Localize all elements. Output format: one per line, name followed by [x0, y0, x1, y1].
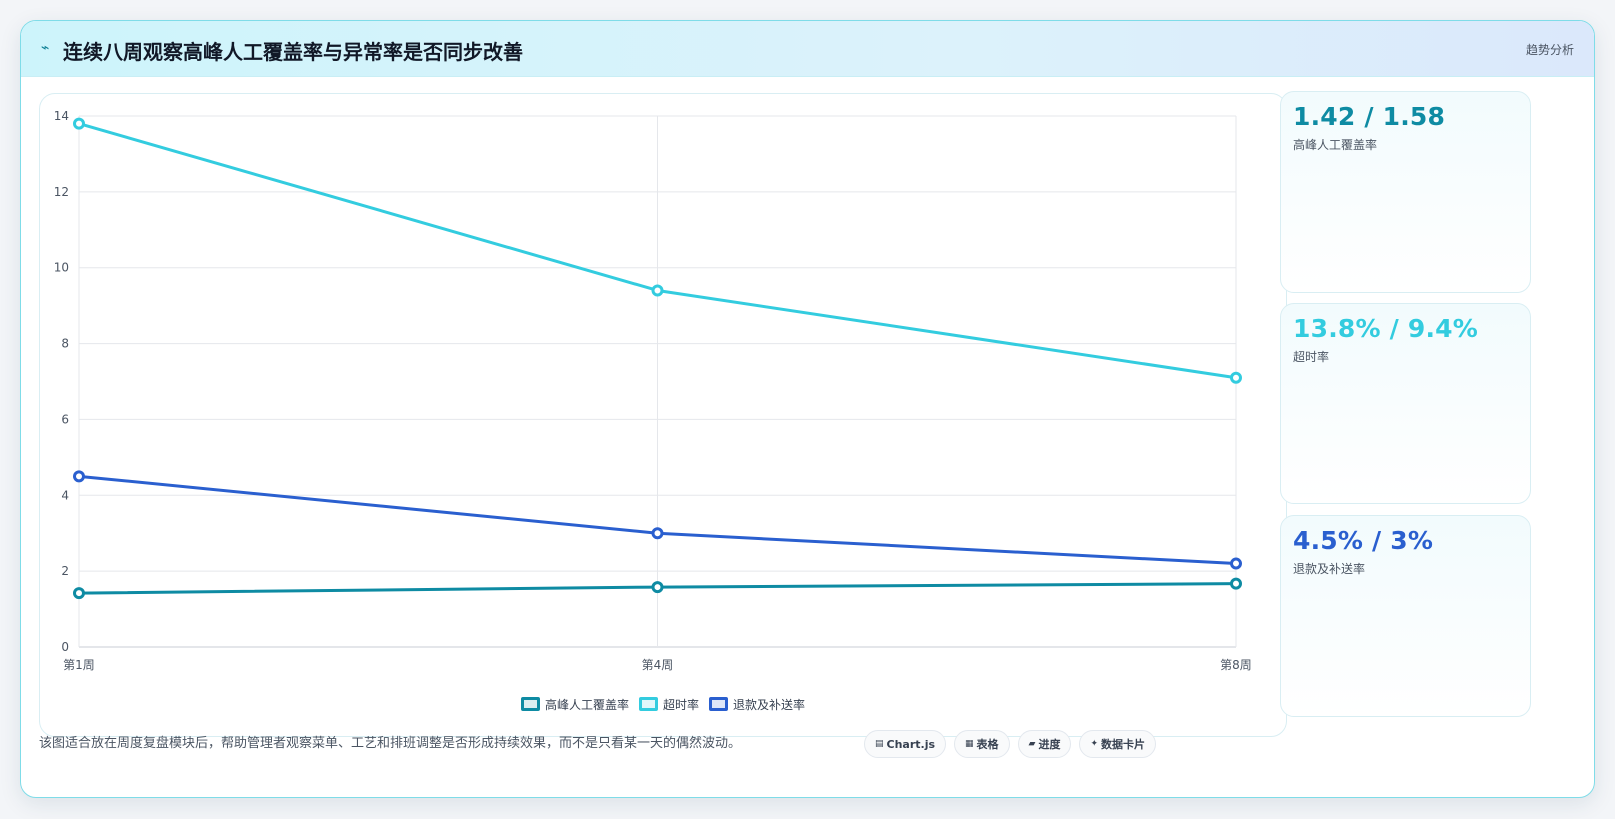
kpi-card-timeout: 13.8% / 9.4% 超时率	[1280, 303, 1531, 504]
chart-legend: 高峰人工覆盖率 超时率 退款及补送率	[40, 694, 1286, 714]
kpi-label: 退款及补送率	[1293, 562, 1366, 576]
legend-label: 超时率	[662, 697, 699, 712]
line-chart: 0 2 4 6 8 10 12 14 第1周 第4周 第8周	[54, 109, 1252, 672]
data-point	[73, 470, 85, 483]
kpi-label: 高峰人工覆盖率	[1293, 138, 1378, 152]
legend-swatch	[520, 697, 540, 711]
chip-progress[interactable]: ▰ 进度	[1017, 730, 1072, 758]
bolt-icon: ⌁	[41, 40, 50, 56]
data-point	[1230, 371, 1242, 384]
legend-item[interactable]: 高峰人工覆盖率	[520, 696, 629, 713]
x-tick-label: 第1周	[63, 658, 95, 672]
y-tick-label: 2	[61, 564, 69, 578]
y-tick-label: 0	[61, 640, 69, 654]
legend-label: 高峰人工覆盖率	[544, 697, 629, 712]
y-tick-label: 4	[61, 488, 69, 502]
kpi-label: 超时率	[1293, 350, 1330, 364]
table-icon: ▦	[965, 739, 974, 749]
data-point	[73, 587, 85, 600]
chart-card: ⌁ 连续八周观察高峰人工覆盖率与异常率是否同步改善 趋势分析 0 2 4 6 8 10 12…	[20, 20, 1595, 798]
x-tick-label: 第4周	[642, 658, 674, 672]
y-tick-label: 6	[61, 412, 69, 426]
y-tick-label: 10	[54, 261, 69, 275]
kpi-value: 1.42 / 1.58	[1293, 102, 1446, 131]
data-point	[651, 284, 664, 297]
chip-label: 数据卡片	[1101, 738, 1146, 751]
kpi-value: 13.8% / 9.4%	[1293, 314, 1479, 343]
data-point	[651, 581, 664, 594]
x-tick-label: 第8周	[1220, 658, 1252, 672]
view-chips: ▤ Chart.js ▦ 表格 ▰ 进度 ✦ 数据卡片	[864, 730, 1157, 758]
progress-icon: ▰	[1028, 739, 1036, 749]
chip-label: Chart.js	[886, 737, 936, 751]
y-tick-label: 8	[61, 337, 69, 351]
chip-label: 表格	[976, 738, 999, 751]
chip-label: 进度	[1038, 738, 1061, 751]
data-point	[1230, 557, 1242, 570]
chart-panel: 0 2 4 6 8 10 12 14 第1周 第4周 第8周 高峰人工覆盖率 超时率 退款及补送率	[39, 93, 1287, 737]
page-title: 连续八周观察高峰人工覆盖率与异常率是否同步改善	[63, 40, 523, 64]
data-point	[651, 527, 664, 540]
card-icon: ✦	[1090, 739, 1099, 749]
chip-data-card[interactable]: ✦ 数据卡片	[1079, 730, 1157, 758]
legend-item[interactable]: 退款及补送率	[709, 696, 805, 713]
y-tick-label: 14	[54, 109, 69, 123]
chart-icon: ▤	[875, 739, 884, 749]
trend-analysis-tag: 趋势分析	[1525, 43, 1574, 57]
legend-item[interactable]: 超时率	[638, 696, 699, 713]
footer-note: 该图适合放在周度复盘模块后，帮助管理者观察菜单、工艺和排班调整是否形成持续效果，…	[39, 736, 742, 751]
chip-chartjs[interactable]: ▤ Chart.js	[864, 730, 947, 758]
y-tick-label: 12	[54, 185, 69, 199]
kpi-card-refund: 4.5% / 3% 退款及补送率	[1280, 515, 1531, 717]
legend-label: 退款及补送率	[733, 697, 806, 712]
kpi-value: 4.5% / 3%	[1293, 526, 1434, 555]
legend-swatch	[638, 697, 658, 711]
legend-swatch	[709, 697, 728, 711]
data-point	[73, 117, 85, 130]
card-header: ⌁ 连续八周观察高峰人工覆盖率与异常率是否同步改善 趋势分析	[21, 21, 1594, 77]
data-point	[1230, 577, 1242, 590]
chip-table[interactable]: ▦ 表格	[954, 730, 1010, 758]
kpi-card-coverage: 1.42 / 1.58 高峰人工覆盖率	[1280, 91, 1531, 293]
